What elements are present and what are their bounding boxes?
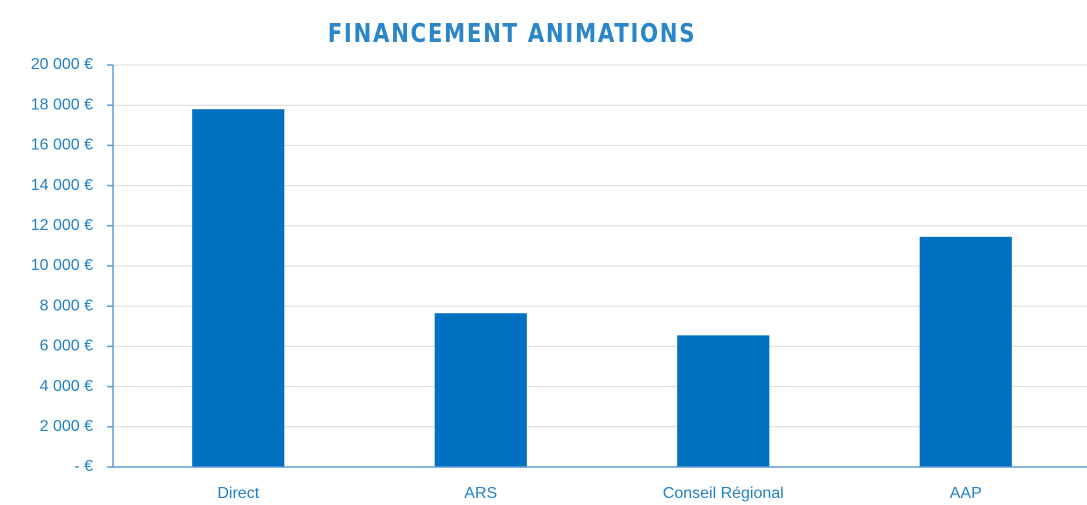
y-tick-label: 4 000 € <box>40 378 93 395</box>
x-tick-label: Conseil Régional <box>663 485 784 502</box>
y-tick-label: 2 000 € <box>40 418 93 435</box>
y-tick-label: 18 000 € <box>31 96 93 113</box>
x-tick-label: AAP <box>950 485 982 502</box>
y-tick-label: - € <box>74 458 93 475</box>
bar <box>919 236 1012 467</box>
y-tick-label: 20 000 € <box>31 56 93 73</box>
y-tick-label: 6 000 € <box>40 338 93 355</box>
y-tick-label: 16 000 € <box>31 137 93 154</box>
x-tick-label: Direct <box>217 485 259 502</box>
y-tick-label: 14 000 € <box>31 177 93 194</box>
y-tick-label: 10 000 € <box>31 257 93 274</box>
y-tick-label: 8 000 € <box>40 297 93 314</box>
x-tick-label: ARS <box>464 485 497 502</box>
bar <box>677 335 770 467</box>
y-tick-label: 12 000 € <box>31 217 93 234</box>
bar <box>434 313 527 467</box>
bar <box>192 109 285 467</box>
chart-title: FINANCEMENT ANIMATIONS <box>328 18 697 49</box>
